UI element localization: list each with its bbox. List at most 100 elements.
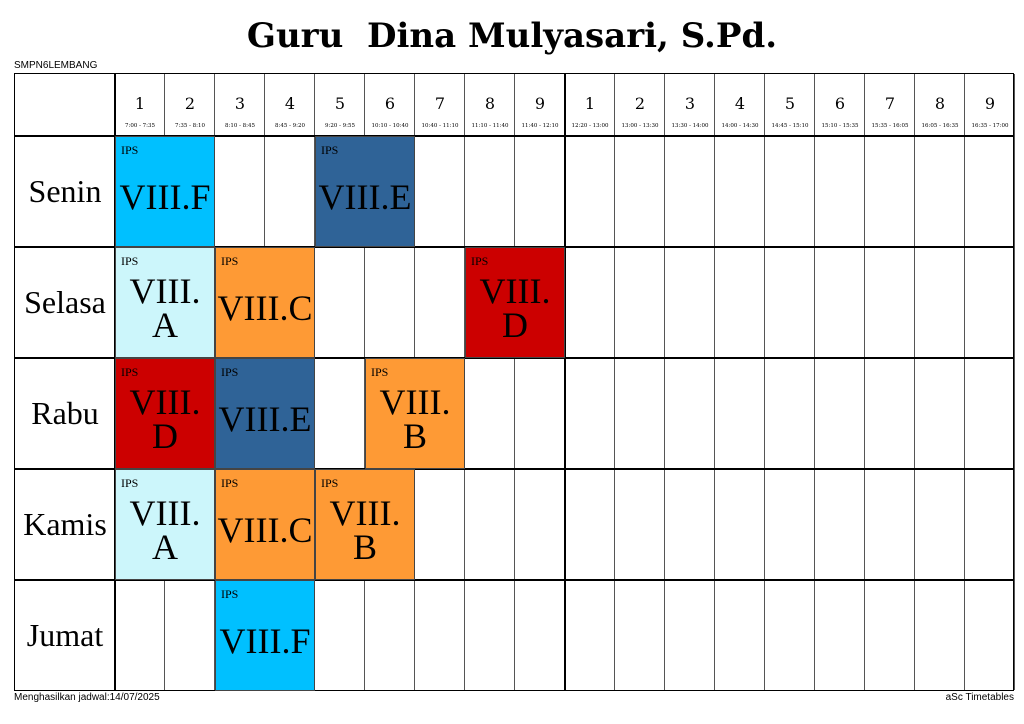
period-number: 3 bbox=[234, 94, 246, 113]
grid-column-divider bbox=[814, 74, 815, 690]
grid-column-divider bbox=[664, 74, 665, 690]
lesson-class: VIII.C bbox=[217, 509, 313, 550]
grid-row-divider bbox=[15, 357, 1013, 359]
period-time: 16:05 - 16:35 bbox=[921, 123, 959, 129]
period-header: 3 8:10 - 8:45 bbox=[215, 74, 265, 136]
period-header: 4 8:45 - 9:20 bbox=[265, 74, 315, 136]
lesson-subject: IPS bbox=[121, 365, 139, 379]
period-time: 7:35 - 8:10 bbox=[174, 123, 206, 129]
period-number: 6 bbox=[834, 94, 846, 113]
period-time: 10:40 - 11:10 bbox=[421, 123, 459, 129]
period-header: 7 10:40 - 11:10 bbox=[415, 74, 465, 136]
lesson-class: VIII. B bbox=[379, 381, 451, 456]
period-header: 8 11:10 - 11:40 bbox=[465, 74, 515, 136]
period-time: 8:45 - 9:20 bbox=[274, 123, 306, 129]
period-header: 1 12:20 - 13:00 bbox=[565, 74, 615, 136]
lesson-card[interactable]: IPS VIII.E bbox=[315, 136, 415, 247]
lesson-class: VIII. A bbox=[129, 270, 201, 345]
period-number: 7 bbox=[434, 94, 446, 113]
period-number: 9 bbox=[534, 94, 546, 113]
lesson-class: VIII. B bbox=[329, 492, 401, 567]
period-number: 5 bbox=[784, 94, 796, 113]
period-number: 8 bbox=[934, 94, 946, 113]
lesson-card[interactable]: IPS VIII.E bbox=[215, 358, 315, 469]
day-label: Selasa bbox=[24, 284, 106, 320]
lesson-subject: IPS bbox=[221, 476, 239, 490]
day-label: Jumat bbox=[26, 617, 104, 653]
period-time: 13:30 - 14:00 bbox=[671, 123, 709, 129]
page-title: Guru Dina Mulyasari, S.Pd. bbox=[246, 16, 778, 56]
lesson-class: VIII.E bbox=[218, 398, 312, 439]
lesson-card[interactable]: IPS VIII. A bbox=[115, 247, 215, 358]
lesson-subject: IPS bbox=[321, 143, 339, 157]
period-header: 5 9:20 - 9:55 bbox=[315, 74, 365, 136]
period-header: 9 16:35 - 17:00 bbox=[965, 74, 1015, 136]
lesson-card[interactable]: IPS VIII. D bbox=[115, 358, 215, 469]
lesson-subject: IPS bbox=[371, 365, 389, 379]
period-time: 11:40 - 12:10 bbox=[521, 123, 559, 129]
grid-row-divider bbox=[15, 579, 1013, 581]
period-number: 4 bbox=[734, 94, 746, 113]
period-header: 1 7:00 - 7:35 bbox=[115, 74, 165, 136]
grid-column-divider bbox=[764, 74, 765, 690]
day-label: Rabu bbox=[31, 395, 99, 431]
period-header: 4 14:00 - 14:30 bbox=[715, 74, 765, 136]
lesson-class: VIII.F bbox=[119, 176, 211, 217]
period-number: 2 bbox=[184, 94, 196, 113]
timetable-grid: 1 7:00 - 7:35 2 7:35 - 8:10 3 8:10 - 8:45 4 8:4… bbox=[14, 73, 1015, 691]
lesson-class: VIII.E bbox=[318, 176, 412, 217]
period-header: 7 15:35 - 16:05 bbox=[865, 74, 915, 136]
period-time: 10:10 - 10:40 bbox=[371, 123, 409, 129]
lesson-subject: IPS bbox=[121, 476, 139, 490]
grid-column-divider bbox=[614, 74, 615, 690]
lesson-card[interactable]: IPS VIII. D bbox=[465, 247, 565, 358]
period-number: 9 bbox=[984, 94, 996, 113]
lesson-class: VIII. D bbox=[129, 381, 201, 456]
period-time: 13:00 - 13:30 bbox=[621, 123, 659, 129]
lesson-card[interactable]: IPS VIII.F bbox=[115, 136, 215, 247]
day-label: Senin bbox=[28, 173, 102, 209]
period-header: 5 14:45 - 15:10 bbox=[765, 74, 815, 136]
lesson-class: VIII. D bbox=[479, 270, 551, 345]
period-time: 8:10 - 8:45 bbox=[224, 123, 256, 129]
grid-column-divider bbox=[514, 74, 515, 690]
grid-row-divider bbox=[15, 468, 1013, 470]
period-header: 3 13:30 - 14:00 bbox=[665, 74, 715, 136]
period-time: 11:10 - 11:40 bbox=[471, 123, 509, 129]
period-header: 8 16:05 - 16:35 bbox=[915, 74, 965, 136]
lesson-subject: IPS bbox=[221, 587, 239, 601]
period-number: 1 bbox=[584, 94, 596, 113]
lesson-card[interactable]: IPS VIII.C bbox=[215, 469, 315, 580]
grid-column-divider bbox=[864, 74, 865, 690]
lesson-subject: IPS bbox=[121, 143, 139, 157]
period-time: 14:45 - 15:10 bbox=[771, 123, 809, 129]
period-number: 6 bbox=[384, 94, 396, 113]
period-time: 16:35 - 17:00 bbox=[971, 123, 1009, 129]
period-header: 6 10:10 - 10:40 bbox=[365, 74, 415, 136]
period-header: 2 13:00 - 13:30 bbox=[615, 74, 665, 136]
period-number: 7 bbox=[884, 94, 896, 113]
period-header: 6 15:10 - 15:35 bbox=[815, 74, 865, 136]
period-header: 2 7:35 - 8:10 bbox=[165, 74, 215, 136]
lesson-card[interactable]: IPS VIII.C bbox=[215, 247, 315, 358]
period-number: 2 bbox=[634, 94, 646, 113]
period-time: 15:35 - 16:05 bbox=[871, 123, 909, 129]
lesson-card[interactable]: IPS VIII. B bbox=[365, 358, 465, 469]
period-number: 5 bbox=[334, 94, 346, 113]
period-time: 14:00 - 14:30 bbox=[721, 123, 759, 129]
grid-column-divider bbox=[964, 74, 965, 690]
generated-date: Menghasilkan jadwal:14/07/2025 bbox=[14, 692, 160, 703]
grid-column-divider bbox=[714, 74, 715, 690]
lesson-subject: IPS bbox=[221, 254, 239, 268]
period-number: 1 bbox=[134, 94, 146, 113]
lesson-card[interactable]: IPS VIII. B bbox=[315, 469, 415, 580]
period-time: 9:20 - 9:55 bbox=[324, 123, 356, 129]
lesson-class: VIII.F bbox=[219, 620, 311, 661]
lesson-card[interactable]: IPS VIII. A bbox=[115, 469, 215, 580]
lesson-card[interactable]: IPS VIII.F bbox=[215, 580, 315, 691]
period-time: 15:10 - 15:35 bbox=[821, 123, 859, 129]
period-time: 12:20 - 13:00 bbox=[571, 123, 609, 129]
lesson-subject: IPS bbox=[471, 254, 489, 268]
school-name: SMPN6LEMBANG bbox=[14, 60, 98, 71]
period-number: 8 bbox=[484, 94, 496, 113]
